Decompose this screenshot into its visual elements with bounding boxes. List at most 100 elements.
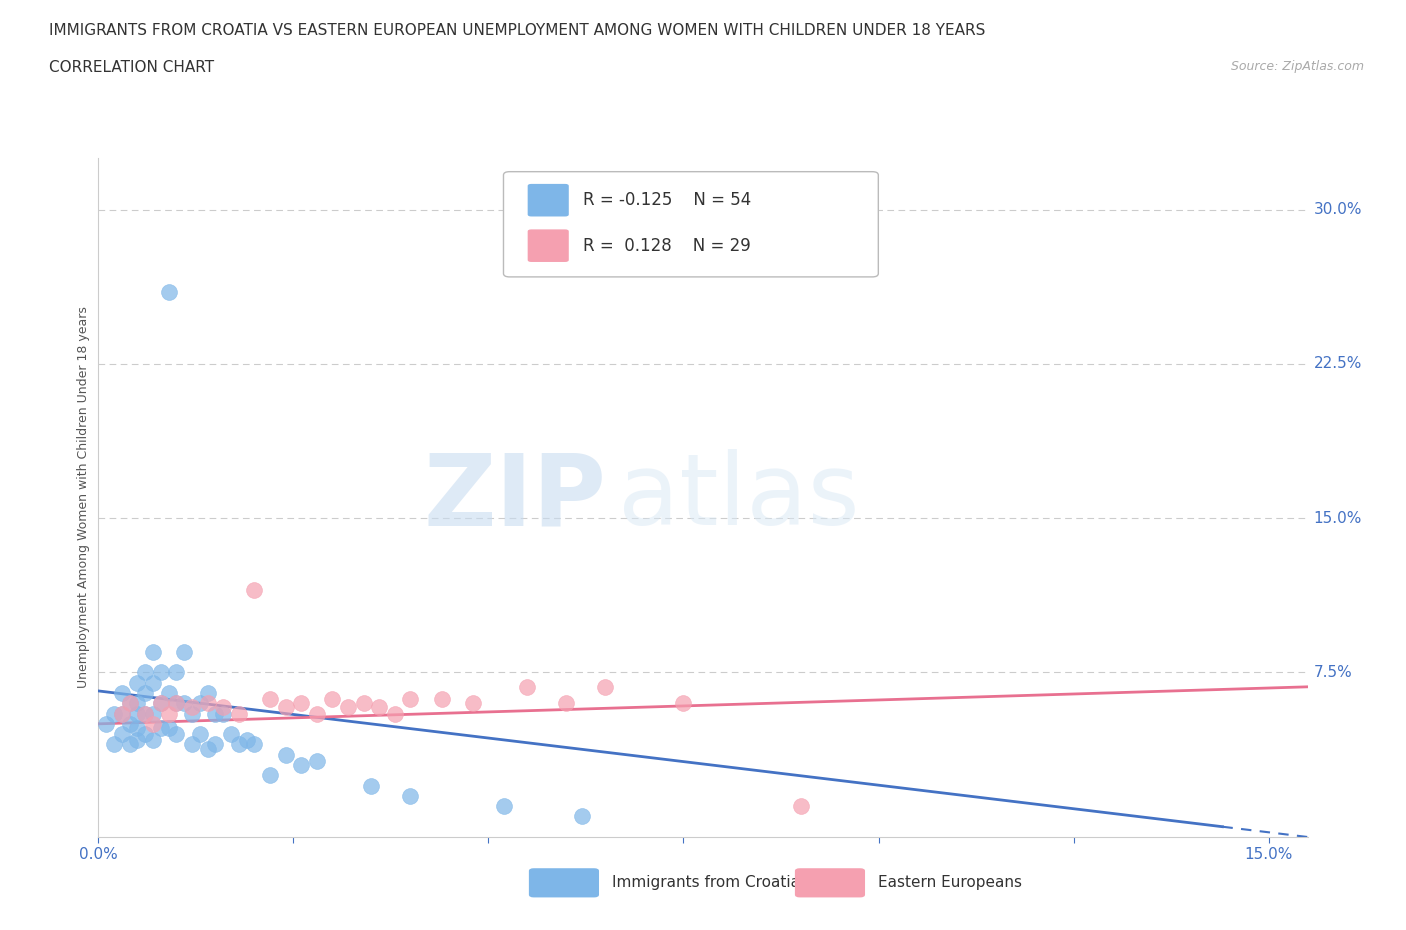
Point: [353, 696, 375, 711]
Point: [360, 778, 382, 793]
Point: [430, 692, 453, 707]
Point: [165, 696, 187, 711]
Point: [212, 700, 235, 715]
Point: [181, 706, 204, 721]
Point: [134, 706, 156, 721]
Point: [204, 737, 226, 751]
Point: [399, 789, 422, 804]
Point: [173, 644, 195, 659]
Text: 30.0%: 30.0%: [1313, 202, 1362, 217]
Point: [305, 753, 328, 768]
Point: [197, 741, 219, 756]
Point: [243, 737, 266, 751]
Text: Source: ZipAtlas.com: Source: ZipAtlas.com: [1230, 60, 1364, 73]
Point: [259, 692, 281, 707]
Text: CORRELATION CHART: CORRELATION CHART: [49, 60, 214, 75]
Point: [157, 685, 180, 700]
Point: [204, 706, 226, 721]
Point: [181, 700, 204, 715]
Point: [461, 696, 484, 711]
Point: [212, 706, 235, 721]
Text: Immigrants from Croatia: Immigrants from Croatia: [612, 875, 800, 890]
Text: ZIP: ZIP: [423, 449, 606, 546]
Point: [111, 685, 134, 700]
Point: [274, 748, 297, 763]
Text: Eastern Europeans: Eastern Europeans: [879, 875, 1022, 890]
Point: [672, 696, 695, 711]
Point: [118, 696, 141, 711]
Point: [127, 733, 149, 748]
Point: [259, 768, 281, 783]
Point: [142, 644, 165, 659]
Point: [118, 737, 141, 751]
Point: [127, 675, 149, 690]
Point: [127, 696, 149, 711]
Point: [134, 665, 156, 680]
Text: 15.0%: 15.0%: [1313, 511, 1362, 525]
Point: [384, 706, 406, 721]
Point: [399, 692, 422, 707]
Point: [516, 680, 538, 695]
Point: [305, 706, 328, 721]
Point: [149, 696, 172, 711]
Point: [188, 726, 211, 741]
Point: [142, 706, 165, 721]
Point: [555, 696, 578, 711]
Text: atlas: atlas: [619, 449, 860, 546]
Point: [111, 706, 134, 721]
Point: [571, 809, 593, 824]
Text: 22.5%: 22.5%: [1313, 356, 1362, 371]
Y-axis label: Unemployment Among Women with Children Under 18 years: Unemployment Among Women with Children U…: [77, 307, 90, 688]
Point: [165, 665, 187, 680]
Point: [197, 685, 219, 700]
Text: R =  0.128    N = 29: R = 0.128 N = 29: [583, 236, 751, 255]
FancyBboxPatch shape: [503, 172, 879, 277]
Point: [127, 721, 149, 736]
Point: [111, 726, 134, 741]
Point: [142, 675, 165, 690]
Point: [188, 696, 211, 711]
Text: R = -0.125    N = 54: R = -0.125 N = 54: [583, 192, 752, 209]
Point: [228, 706, 250, 721]
Point: [274, 700, 297, 715]
Point: [96, 716, 118, 731]
Point: [134, 726, 156, 741]
Point: [142, 716, 165, 731]
Point: [157, 706, 180, 721]
Point: [337, 700, 360, 715]
Point: [118, 696, 141, 711]
Point: [157, 721, 180, 736]
Point: [149, 665, 172, 680]
Point: [595, 680, 617, 695]
Point: [173, 696, 195, 711]
Point: [157, 285, 180, 299]
Point: [235, 733, 257, 748]
FancyBboxPatch shape: [529, 869, 599, 897]
FancyBboxPatch shape: [527, 184, 569, 217]
Point: [149, 696, 172, 711]
Point: [103, 737, 125, 751]
Point: [181, 737, 204, 751]
Text: IMMIGRANTS FROM CROATIA VS EASTERN EUROPEAN UNEMPLOYMENT AMONG WOMEN WITH CHILDR: IMMIGRANTS FROM CROATIA VS EASTERN EUROP…: [49, 23, 986, 38]
Point: [321, 692, 343, 707]
Point: [197, 696, 219, 711]
Point: [165, 726, 187, 741]
Point: [228, 737, 250, 751]
Point: [290, 758, 312, 773]
Point: [149, 721, 172, 736]
FancyBboxPatch shape: [794, 869, 865, 897]
Point: [118, 716, 141, 731]
Point: [219, 726, 242, 741]
FancyBboxPatch shape: [527, 230, 569, 262]
Point: [243, 583, 266, 598]
Point: [142, 733, 165, 748]
Point: [494, 799, 516, 814]
Text: 7.5%: 7.5%: [1313, 665, 1353, 680]
Point: [103, 706, 125, 721]
Point: [127, 706, 149, 721]
Point: [368, 700, 391, 715]
Point: [165, 696, 187, 711]
Point: [134, 706, 156, 721]
Point: [290, 696, 312, 711]
Point: [111, 706, 134, 721]
